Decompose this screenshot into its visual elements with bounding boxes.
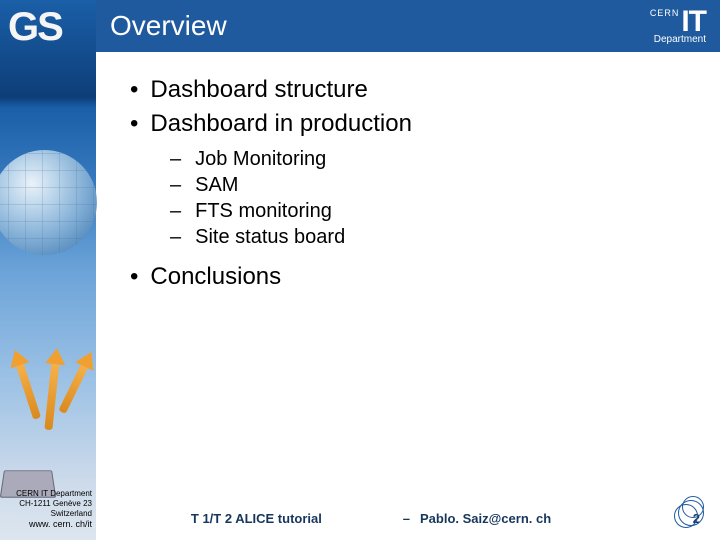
footer-url: www. cern. ch/it xyxy=(0,519,92,530)
department-label: Department xyxy=(650,35,706,45)
address-line: CERN IT Department xyxy=(0,489,92,499)
bullet-dash: – xyxy=(170,200,181,223)
cern-logo-icon xyxy=(674,496,708,530)
bullet-dot: • xyxy=(130,76,138,104)
bullet-text: FTS monitoring xyxy=(195,200,332,223)
bullet-text: Dashboard structure xyxy=(150,76,367,104)
slide-title: Overview xyxy=(110,10,227,42)
cern-label: CERN xyxy=(650,9,680,18)
bullet-text: SAM xyxy=(195,174,238,197)
footer-tutorial: T 1/T 2 ALICE tutorial xyxy=(120,511,393,526)
bullet-level2-group: – Job Monitoring – SAM – FTS monitoring … xyxy=(110,148,700,249)
bullet-dot: • xyxy=(130,110,138,138)
bullet-level1: • Conclusions xyxy=(130,263,700,291)
bullet-level1: • Dashboard in production xyxy=(130,110,700,138)
footer-bar: T 1/T 2 ALICE tutorial – Pablo. Saiz@cer… xyxy=(120,511,700,526)
bullet-text: Job Monitoring xyxy=(195,148,326,171)
title-bar: Overview CERNIT Department xyxy=(96,0,720,52)
bullet-level1: • Dashboard structure xyxy=(130,76,700,104)
cern-it-logo: CERNIT Department xyxy=(650,7,706,45)
footer-address: CERN IT Department CH-1211 Genève 23 Swi… xyxy=(0,489,96,530)
address-line: CH-1211 Genève 23 xyxy=(0,499,92,509)
arrows-graphic xyxy=(20,360,90,480)
gs-logo: GS xyxy=(0,0,96,50)
content-area: • Dashboard structure • Dashboard in pro… xyxy=(110,70,700,297)
bullet-text: Site status board xyxy=(195,226,345,249)
bullet-level2: – Job Monitoring xyxy=(170,148,700,171)
bullet-level2: – FTS monitoring xyxy=(170,200,700,223)
bullet-level2: – Site status board xyxy=(170,226,700,249)
bullet-dot: • xyxy=(130,263,138,291)
bullet-dash: – xyxy=(170,174,181,197)
sidebar-background: GS xyxy=(0,0,96,540)
footer-separator: – xyxy=(393,511,420,526)
bullet-level2: – SAM xyxy=(170,174,700,197)
address-line: Switzerland xyxy=(0,509,92,519)
footer-author: Pablo. Saiz@cern. ch xyxy=(420,511,693,526)
bullet-dash: – xyxy=(170,226,181,249)
bullet-text: Conclusions xyxy=(150,263,281,291)
globe-grid xyxy=(0,150,97,255)
bullet-text: Dashboard in production xyxy=(150,110,412,138)
bullet-dash: – xyxy=(170,148,181,171)
